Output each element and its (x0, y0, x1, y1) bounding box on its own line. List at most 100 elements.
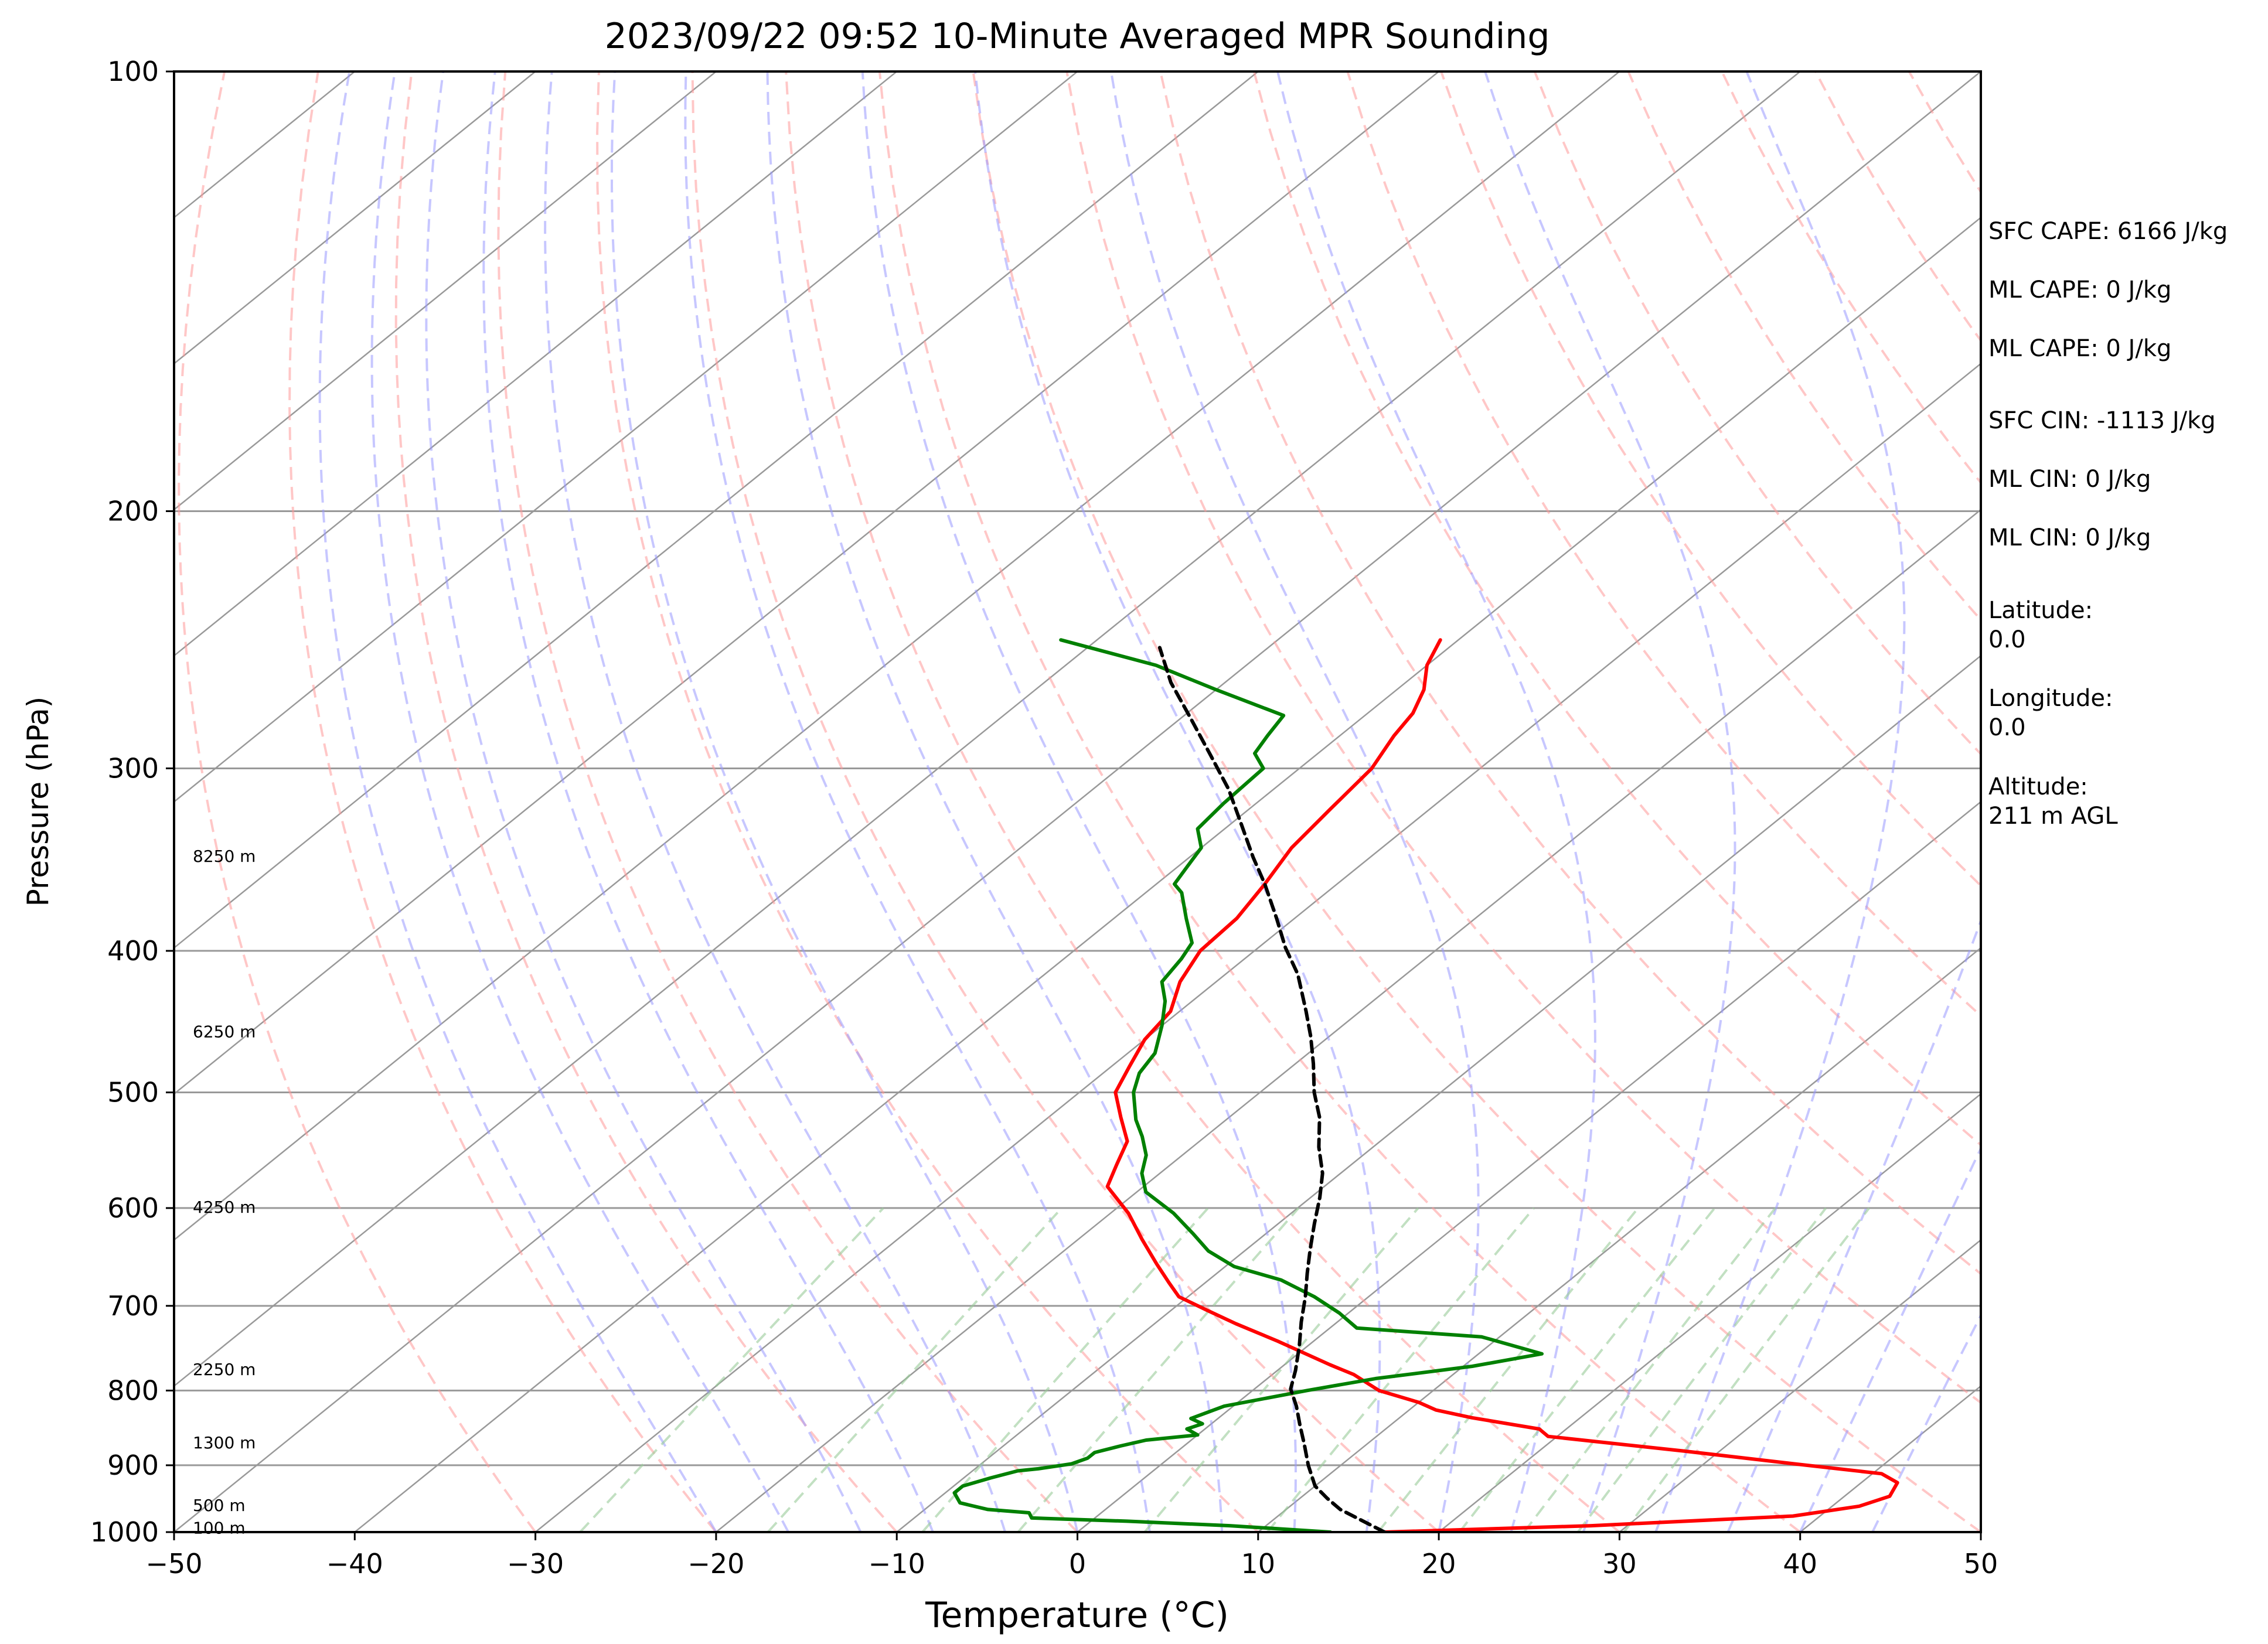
dry-adiabat-line (497, 71, 1078, 1532)
y-axis-ticks: 1000 900 800 700 600 500 400 300 200 100 (90, 56, 174, 1548)
y-tick-label: 600 (107, 1192, 159, 1224)
isotherm-line (174, 71, 1620, 1241)
height-label: 8250 m (193, 847, 256, 866)
height-label: 4250 m (193, 1198, 256, 1217)
moist-adiabat-line (1109, 71, 1480, 1532)
dry-adiabat-line (596, 71, 1259, 1532)
isotherm-line (174, 71, 717, 511)
dry-adiabat-line (972, 71, 1981, 1532)
sfc-cin-text: SFC CIN: -1113 J/kg (1988, 407, 2216, 434)
x-tick-label: 20 (1422, 1548, 1456, 1580)
data-series (952, 638, 1899, 1532)
moist-adiabat-line (611, 71, 1079, 1532)
longitude-text: Longitude: 0.0 (1988, 685, 2113, 741)
isotherm-line (174, 71, 1259, 949)
y-tick-label: 500 (107, 1077, 159, 1108)
dry-adiabat-line (394, 71, 898, 1532)
moist-adiabat-line (544, 71, 1007, 1532)
mixing-ratio-line (1377, 1207, 1639, 1532)
isotherm-line (1438, 1093, 1981, 1532)
dry-adiabat-line (1159, 71, 1981, 1275)
moist-adiabat-line (861, 71, 1297, 1532)
x-tick-label: −50 (145, 1548, 202, 1580)
height-label: 1300 m (193, 1433, 256, 1452)
y-tick-label: 200 (107, 495, 159, 527)
altitude-text: Altitude: 211 m AGL (1988, 773, 2118, 830)
height-label: 6250 m (193, 1022, 256, 1041)
latitude-text: Latitude: 0.0 (1988, 597, 2093, 653)
isotherm-line (1619, 1239, 1981, 1532)
x-tick-label: −20 (687, 1548, 744, 1580)
y-tick-label: 800 (107, 1374, 159, 1406)
isotherm-line (174, 71, 1801, 1387)
ml-cin-text: ML CIN: 0 J/kg (1988, 466, 2151, 493)
x-axis-label: Temperature (°C) (925, 1595, 1229, 1636)
dewpoint-line (952, 638, 1544, 1532)
y-tick-label: 300 (107, 752, 159, 784)
height-label: 2250 m (193, 1360, 256, 1379)
height-labels: 8250 m 6250 m 4250 m 2250 m 1300 m 500 m 100 m (193, 847, 256, 1538)
x-tick-label: 50 (1964, 1548, 1998, 1580)
moist-adiabat-line (1484, 71, 1736, 1532)
mixing-ratio-line (1623, 1207, 1871, 1532)
isotherm-line (534, 362, 1981, 1532)
x-tick-label: −40 (326, 1548, 383, 1580)
sfc-cape-text: SFC CAPE: 6166 J/kg (1988, 218, 2228, 245)
isotherm-line (1258, 947, 1981, 1532)
dry-adiabat-line (1533, 71, 1981, 756)
height-label: 100 m (193, 1519, 246, 1538)
dry-adiabat-line (878, 71, 1801, 1532)
moist-adiabat-line (318, 71, 717, 1532)
dry-adiabat-line (1252, 71, 1981, 1147)
y-tick-label: 900 (107, 1449, 159, 1481)
y-tick-label: 700 (107, 1290, 159, 1322)
y-axis-label: Pressure (hPa) (21, 697, 55, 907)
x-tick-label: −30 (507, 1548, 564, 1580)
background-lines (174, 71, 1981, 1532)
mixing-ratio-line (1458, 1207, 1716, 1532)
moist-adiabat-line (974, 71, 1381, 1532)
mixing-ratio-line (921, 1207, 1209, 1532)
moist-adiabat-line (370, 71, 789, 1532)
dry-adiabat-line (288, 71, 717, 1532)
dry-adiabat-line (785, 71, 1620, 1532)
isotherm-line (174, 71, 1078, 803)
moist-adiabat-line (684, 71, 1151, 1532)
x-tick-label: 0 (1069, 1548, 1086, 1580)
ml-cape-text: ML CAPE: 0 J/kg (1988, 277, 2172, 303)
isotherm-line (174, 71, 1981, 1532)
ml-cin-text: ML CIN: 0 J/kg (1988, 524, 2151, 551)
moist-adiabat-line (1654, 71, 1906, 1532)
chart-title: 2023/09/22 09:52 10-Minute Averaged MPR … (605, 16, 1550, 57)
parcel-line (1157, 646, 1387, 1532)
ml-cape-text: ML CAPE: 0 J/kg (1988, 335, 2172, 362)
y-tick-label: 100 (107, 56, 159, 87)
dry-adiabat-line (691, 71, 1440, 1532)
mixing-ratio-line (1523, 1207, 1776, 1532)
mixing-ratio-line (1143, 1207, 1419, 1532)
isotherm-line (896, 654, 1981, 1532)
isotherm-line (354, 216, 1981, 1532)
mixing-ratio-line (1017, 1207, 1300, 1532)
height-label: 500 m (193, 1496, 246, 1515)
moist-adiabat-line (1726, 917, 1981, 1532)
dry-adiabat-line (1065, 71, 1981, 1404)
x-axis-ticks: −50 −40 −30 −20 −10 0 10 20 30 40 50 (145, 1532, 1998, 1580)
isotherm-line (174, 71, 897, 657)
y-tick-label: 400 (107, 935, 159, 967)
temperature-line (1105, 638, 1899, 1532)
dry-adiabat-line (1346, 71, 1981, 1018)
mixing-ratio-line (1576, 1207, 1827, 1532)
isotherm-line (716, 509, 1981, 1532)
y-tick-label: 1000 (90, 1516, 159, 1548)
isotherm-line (174, 71, 536, 365)
x-tick-label: 40 (1783, 1548, 1817, 1580)
x-tick-label: 10 (1241, 1548, 1276, 1580)
mixing-ratio-line (767, 1207, 1063, 1532)
dry-adiabat-line (178, 71, 537, 1532)
isotherm-line (174, 71, 1439, 1095)
moist-adiabat-line (1799, 1145, 1981, 1532)
moist-adiabat-line (482, 71, 934, 1532)
x-tick-label: −10 (869, 1548, 925, 1580)
